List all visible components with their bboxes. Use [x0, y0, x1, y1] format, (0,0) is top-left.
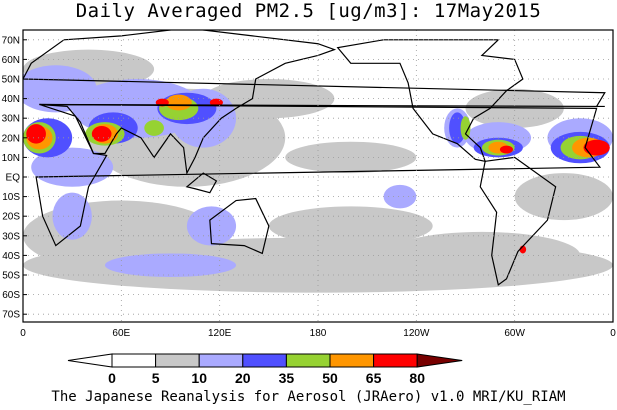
- colorbar-box: [111, 353, 157, 368]
- pm25-contour: [26, 124, 46, 144]
- lat-label: 10S: [2, 192, 20, 203]
- pm25-contour: [449, 112, 466, 144]
- lat-label: 60S: [2, 290, 20, 301]
- pm25-contour: [104, 253, 237, 277]
- colorbar-label: 0: [108, 370, 116, 386]
- lon-label: 0: [20, 328, 26, 339]
- pm25-contour: [383, 184, 417, 209]
- colorbar-max-arrow: [416, 353, 463, 368]
- colorbar-box: [285, 353, 331, 368]
- lat-label: 20N: [2, 133, 20, 144]
- lat-label: 70N: [2, 35, 20, 46]
- colorbar-label: 65: [366, 370, 382, 386]
- colorbar-label: 50: [322, 370, 338, 386]
- pm25-contour: [268, 206, 433, 246]
- lat-label: 50S: [2, 271, 20, 282]
- lat-label: EQ: [6, 173, 21, 184]
- map-title: Daily Averaged PM2.5 [ug/m3]: 17May2015: [75, 0, 542, 22]
- coastline: [479, 156, 557, 286]
- lon-label: 60E: [112, 328, 130, 339]
- footer-credit: The Japanese Reanalysis for Aerosol (JRA…: [51, 389, 566, 405]
- lat-label: 30N: [2, 114, 20, 125]
- lon-label: 180: [310, 328, 327, 339]
- pm25-contour: [499, 145, 514, 154]
- lat-label: 10N: [2, 153, 20, 164]
- coastline: [336, 39, 524, 163]
- pm25-contour: [460, 116, 471, 140]
- lat-label: 20S: [2, 212, 20, 223]
- colorbar-box: [373, 353, 418, 368]
- colorbar-box: [198, 353, 244, 368]
- pm25-field: [23, 49, 613, 293]
- colorbar-box: [155, 353, 200, 368]
- pm25-contour: [52, 192, 92, 240]
- lon-label: 120W: [403, 328, 430, 339]
- colorbar: 0 5 10 20 35 50 65 80: [67, 353, 463, 386]
- colorbar-box: [242, 353, 287, 368]
- lon-labels: 0 60E 120E 180 120W 60W 0: [20, 328, 616, 339]
- coastline: [185, 172, 218, 194]
- lon-label: 0: [610, 328, 616, 339]
- pm25-contour: [285, 141, 417, 174]
- lon-label: 120E: [208, 328, 232, 339]
- lat-label: 40N: [2, 94, 20, 105]
- coastline: [209, 197, 270, 255]
- colorbar-min-arrow: [67, 353, 113, 368]
- pm25-contour: [383, 231, 581, 279]
- pm25-contour: [91, 126, 112, 142]
- pm25-contour: [144, 120, 164, 136]
- colorbar-label: 20: [235, 370, 251, 386]
- pm25-contour: [583, 139, 610, 156]
- colorbar-label: 35: [279, 370, 295, 386]
- lat-label: 50N: [2, 75, 20, 86]
- coastline: [35, 103, 602, 247]
- colorbar-box: [329, 353, 375, 368]
- colorbar-label: 5: [152, 370, 160, 386]
- lat-label: 30S: [2, 231, 20, 242]
- coastlines: [23, 30, 606, 286]
- pm25-contour: [165, 94, 192, 111]
- colorbar-label: 80: [409, 370, 425, 386]
- lat-label: 70S: [2, 310, 20, 321]
- map-frame: [22, 29, 614, 323]
- lat-label: 40S: [2, 251, 20, 262]
- colorbar-label: 10: [191, 370, 207, 386]
- lon-label: 60W: [504, 328, 525, 339]
- lat-labels: 70N 60N 50N 40N 30N 20N 10N EQ 10S 20S 30S 40S 50S 60…: [2, 35, 27, 321]
- gridlines: [23, 30, 613, 322]
- lat-label: 60N: [2, 55, 20, 66]
